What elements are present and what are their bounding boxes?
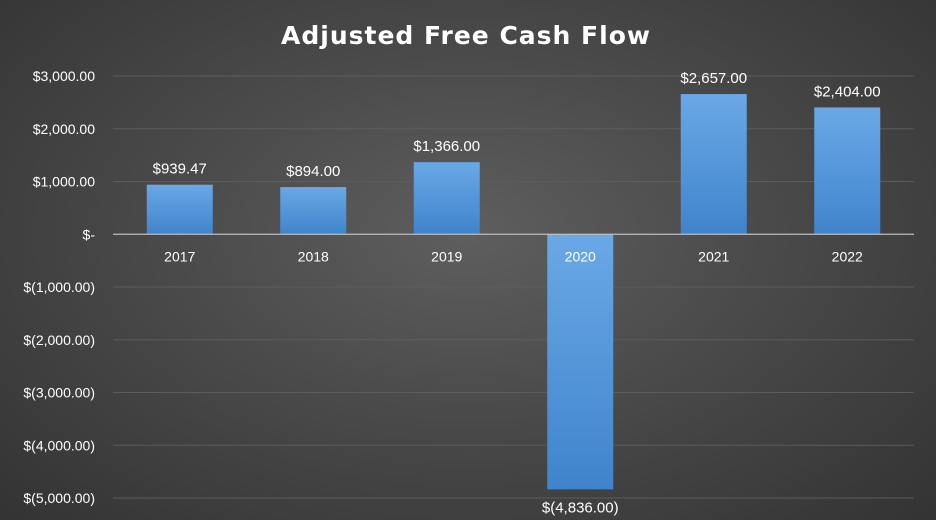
x-category-label: 2019 [431,248,462,264]
bar-2022 [814,107,881,235]
y-tick-label: $1,000.00 [33,174,95,190]
bar-2018 [280,187,347,235]
data-label: $(4,836.00) [542,499,619,516]
x-category-label: 2018 [298,248,329,264]
data-labels: $939.47 $894.00 $1,366.00 $(4,836.00) $2,657… [153,70,881,516]
data-label: $1,366.00 [413,138,480,155]
y-tick-label: $(3,000.00) [23,385,95,401]
x-category-label: 2017 [164,248,195,264]
y-tick-label: $- [83,226,96,242]
y-tick-label: $(4,000.00) [23,437,95,453]
data-label: $2,657.00 [680,70,747,87]
bar-2017 [146,184,213,235]
bar-2021 [680,94,747,235]
y-tick-label: $(5,000.00) [23,490,95,506]
bars [146,94,881,490]
x-category-label: 2021 [698,248,729,264]
x-category-label: 2020 [565,248,596,264]
data-label: $939.47 [153,161,207,178]
bar-2019 [413,162,480,235]
x-category-label: 2022 [832,248,863,264]
data-label: $894.00 [286,163,340,180]
chart-title: Adjusted Free Cash Flow [281,21,651,50]
data-label: $2,404.00 [814,83,881,100]
x-axis-category-labels: 2017 2018 2019 2020 2021 2022 [164,248,863,264]
y-tick-label: $(1,000.00) [23,279,95,295]
bar-2020 [547,234,614,490]
y-tick-label: $(2,000.00) [23,332,95,348]
gridlines [113,75,914,499]
y-tick-label: $3,000.00 [33,68,95,84]
y-axis-tick-labels: $3,000.00 $2,000.00 $1,000.00 $- $(1,000.00)… [23,68,95,506]
y-tick-label: $2,000.00 [33,121,95,137]
